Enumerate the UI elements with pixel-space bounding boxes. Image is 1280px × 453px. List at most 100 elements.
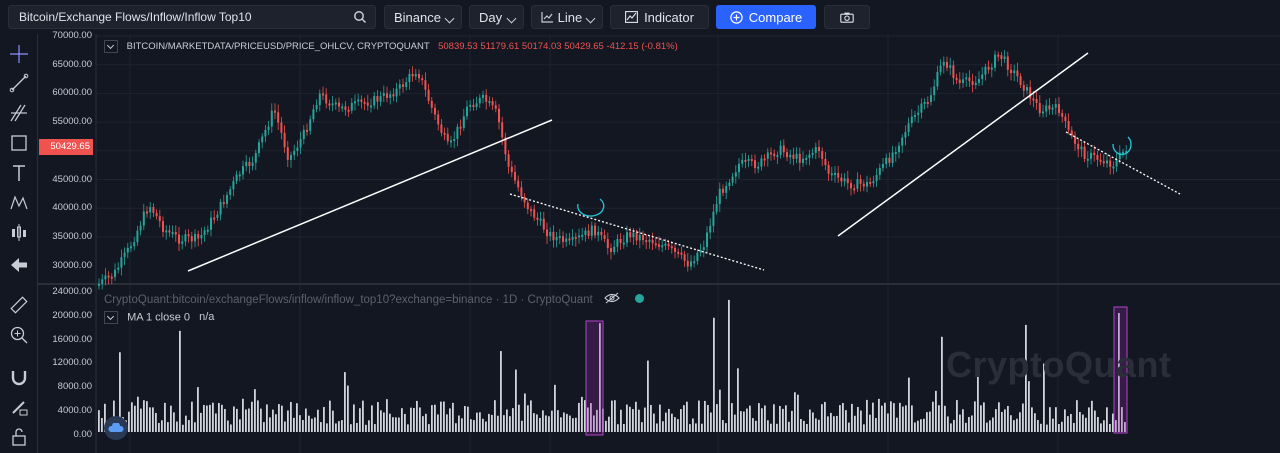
flow-bar: [575, 417, 577, 432]
flow-bar: [338, 421, 340, 432]
flow-bar: [797, 394, 799, 432]
symbol-search-field[interactable]: Bitcoin/Exchange Flows/Inflow/Inflow Top…: [8, 5, 376, 29]
flow-bar: [1118, 313, 1120, 432]
price-candle: [606, 239, 609, 249]
price-candle: [549, 231, 552, 237]
ma-collapse-toggle[interactable]: [104, 311, 118, 324]
flow-bar: [149, 407, 151, 432]
price-candle: [843, 178, 846, 182]
lock-tool[interactable]: [8, 426, 30, 448]
price-candle: [1074, 135, 1076, 144]
flow-bar: [650, 404, 652, 432]
flow-bar: [506, 409, 508, 432]
crosshair-tool[interactable]: [8, 43, 30, 65]
flow-bar: [548, 416, 550, 432]
price-candle: [114, 269, 116, 278]
price-candle: [824, 158, 827, 166]
price-candle: [453, 139, 456, 142]
price-candle: [1035, 99, 1038, 104]
price-candle: [802, 158, 804, 163]
price-candle: [990, 67, 993, 70]
collapse-toggle[interactable]: [104, 40, 118, 53]
pattern-tool[interactable]: [8, 192, 30, 214]
flow-axis-label: 8000.00: [57, 381, 92, 393]
flow-bar: [386, 399, 388, 432]
rectangle-tool[interactable]: [8, 132, 30, 154]
flow-bar: [1085, 417, 1087, 432]
price-candle: [405, 82, 408, 87]
price-candle: [152, 207, 155, 213]
price-candle: [1083, 146, 1086, 160]
price-candle: [382, 93, 385, 96]
trend-line-icon: [9, 73, 29, 93]
exchange-dropdown[interactable]: Binance: [384, 5, 462, 29]
price-candle: [821, 151, 824, 159]
flow-bar: [305, 408, 307, 432]
back-arrow-tool[interactable]: [8, 254, 30, 276]
price-candle: [1122, 151, 1124, 154]
price-candle: [494, 105, 497, 109]
flow-bar: [656, 423, 658, 432]
screenshot-button[interactable]: [824, 5, 870, 29]
price-candle: [286, 147, 289, 160]
compare-button[interactable]: Compare: [716, 5, 816, 29]
zoom-tool[interactable]: [8, 324, 30, 346]
flow-bar: [1028, 381, 1030, 432]
status-dot-icon: [635, 294, 645, 303]
pitchfork-icon: [10, 104, 27, 122]
price-candle: [629, 232, 632, 238]
flow-bar: [1076, 400, 1078, 432]
pattern-icon: [10, 195, 28, 210]
price-candle: [136, 230, 139, 243]
logo-badge[interactable]: [104, 416, 128, 440]
flow-bar: [1094, 410, 1096, 432]
price-candle: [1090, 152, 1092, 159]
flow-bar: [170, 405, 172, 432]
eye-hidden-icon[interactable]: [604, 292, 620, 304]
cloud-icon: [108, 423, 124, 432]
chart-area[interactable]: BITCOIN/MARKETDATA/PRICEUSD/PRICE_OHLCV,…: [38, 30, 1280, 453]
price-candle: [427, 89, 430, 101]
dotted-trend-line: [509, 193, 765, 271]
interval-dropdown[interactable]: Day: [469, 5, 524, 29]
flow-bar: [437, 414, 439, 432]
price-candle: [366, 102, 369, 106]
flow-bar: [242, 398, 244, 432]
price-candle: [1093, 152, 1096, 156]
flow-bar: [626, 404, 628, 432]
price-candle: [677, 251, 680, 254]
flow-bar: [620, 409, 622, 432]
price-candle: [123, 252, 126, 258]
price-candle: [955, 77, 958, 80]
flow-bar: [1043, 363, 1045, 432]
price-series-title: BITCOIN/MARKETDATA/PRICEUSD/PRICE_OHLCV,…: [126, 41, 430, 53]
fib-tool[interactable]: [8, 102, 30, 124]
price-candle: [373, 96, 376, 106]
ma-value: n/a: [199, 311, 215, 324]
flow-bar: [1061, 421, 1063, 432]
flow-bar: [134, 405, 136, 432]
price-candle: [690, 261, 692, 267]
chart-canvas[interactable]: [38, 34, 1280, 453]
flow-bar: [572, 418, 574, 432]
flow-bar: [371, 405, 373, 432]
flow-bar: [698, 400, 700, 432]
price-candle: [328, 103, 331, 106]
magnet-tool[interactable]: [8, 366, 30, 388]
flow-bar: [563, 412, 565, 432]
ruler-tool[interactable]: [8, 294, 30, 316]
flow-bar: [362, 400, 364, 432]
price-candle: [206, 229, 209, 232]
flow-bar: [476, 412, 478, 432]
price-candle: [565, 238, 568, 242]
trend-line-tool[interactable]: [8, 72, 30, 94]
price-candle: [770, 152, 772, 155]
indicator-button[interactable]: Indicator: [610, 5, 709, 29]
draw-mode-tool[interactable]: [8, 396, 30, 418]
text-tool[interactable]: [8, 162, 30, 184]
flow-bar: [272, 409, 274, 432]
chart-type-dropdown[interactable]: Line: [531, 5, 603, 29]
prediction-tool[interactable]: [8, 222, 30, 244]
search-icon[interactable]: [353, 10, 367, 24]
price-candle: [219, 202, 222, 215]
